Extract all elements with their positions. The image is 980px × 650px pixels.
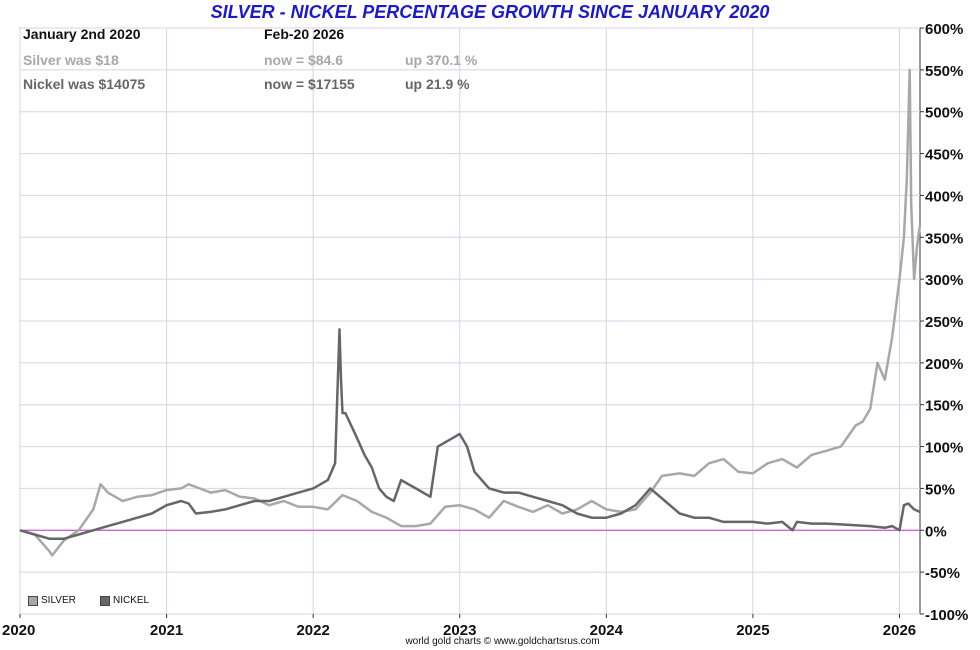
y-tick-label: 200% — [925, 356, 963, 373]
y-tick-label: 100% — [925, 440, 963, 457]
legend-silver-swatch — [28, 595, 38, 606]
x-tick-label: 2026 — [883, 622, 916, 639]
y-tick-label: 150% — [925, 398, 963, 415]
y-tick-label: 0% — [925, 523, 947, 540]
y-tick-label: 450% — [925, 147, 963, 164]
y-tick-label: 300% — [925, 272, 963, 289]
y-tick-label: 50% — [925, 481, 955, 498]
legend-nickel-swatch — [100, 595, 110, 606]
legend-nickel: NICKEL — [100, 595, 149, 606]
silver-current-price: now = $84.6 — [264, 52, 343, 68]
legend-nickel-label: NICKEL — [113, 595, 150, 606]
y-tick-label: 350% — [925, 230, 963, 247]
x-tick-label: 2020 — [2, 622, 35, 639]
x-tick-label: 2022 — [296, 622, 329, 639]
chart-title: SILVER - NICKEL PERCENTAGE GROWTH SINCE … — [210, 2, 770, 22]
end-date-label: Feb-20 2026 — [264, 26, 345, 42]
x-tick-label: 2024 — [590, 622, 624, 639]
start-date-label: January 2nd 2020 — [23, 26, 141, 42]
x-tick-label: 2021 — [150, 622, 183, 639]
series-line-silver — [19, 68, 922, 557]
y-tick-label: 500% — [925, 105, 963, 122]
nickel-growth: up 21.9 % — [405, 76, 470, 92]
y-tick-label: -100% — [925, 607, 968, 624]
legend-silver: SILVER — [28, 595, 76, 606]
nickel-current-price: now = $17155 — [264, 76, 355, 92]
credit-text: world gold charts © www.goldchartsrus.co… — [405, 636, 600, 647]
y-tick-label: -50% — [925, 565, 960, 582]
nickel-start-price: Nickel was $14075 — [23, 76, 146, 92]
silver-growth: up 370.1 % — [405, 52, 478, 68]
y-tick-label: 400% — [925, 188, 963, 205]
y-tick-label: 600% — [925, 21, 963, 38]
y-tick-label: 550% — [925, 63, 963, 80]
silver-start-price: Silver was $18 — [23, 52, 119, 68]
series-line-nickel — [19, 328, 921, 540]
legend-silver-label: SILVER — [41, 595, 76, 606]
x-tick-label: 2023 — [443, 622, 476, 639]
x-tick-label: 2025 — [736, 622, 769, 639]
y-tick-label: 250% — [925, 314, 963, 331]
